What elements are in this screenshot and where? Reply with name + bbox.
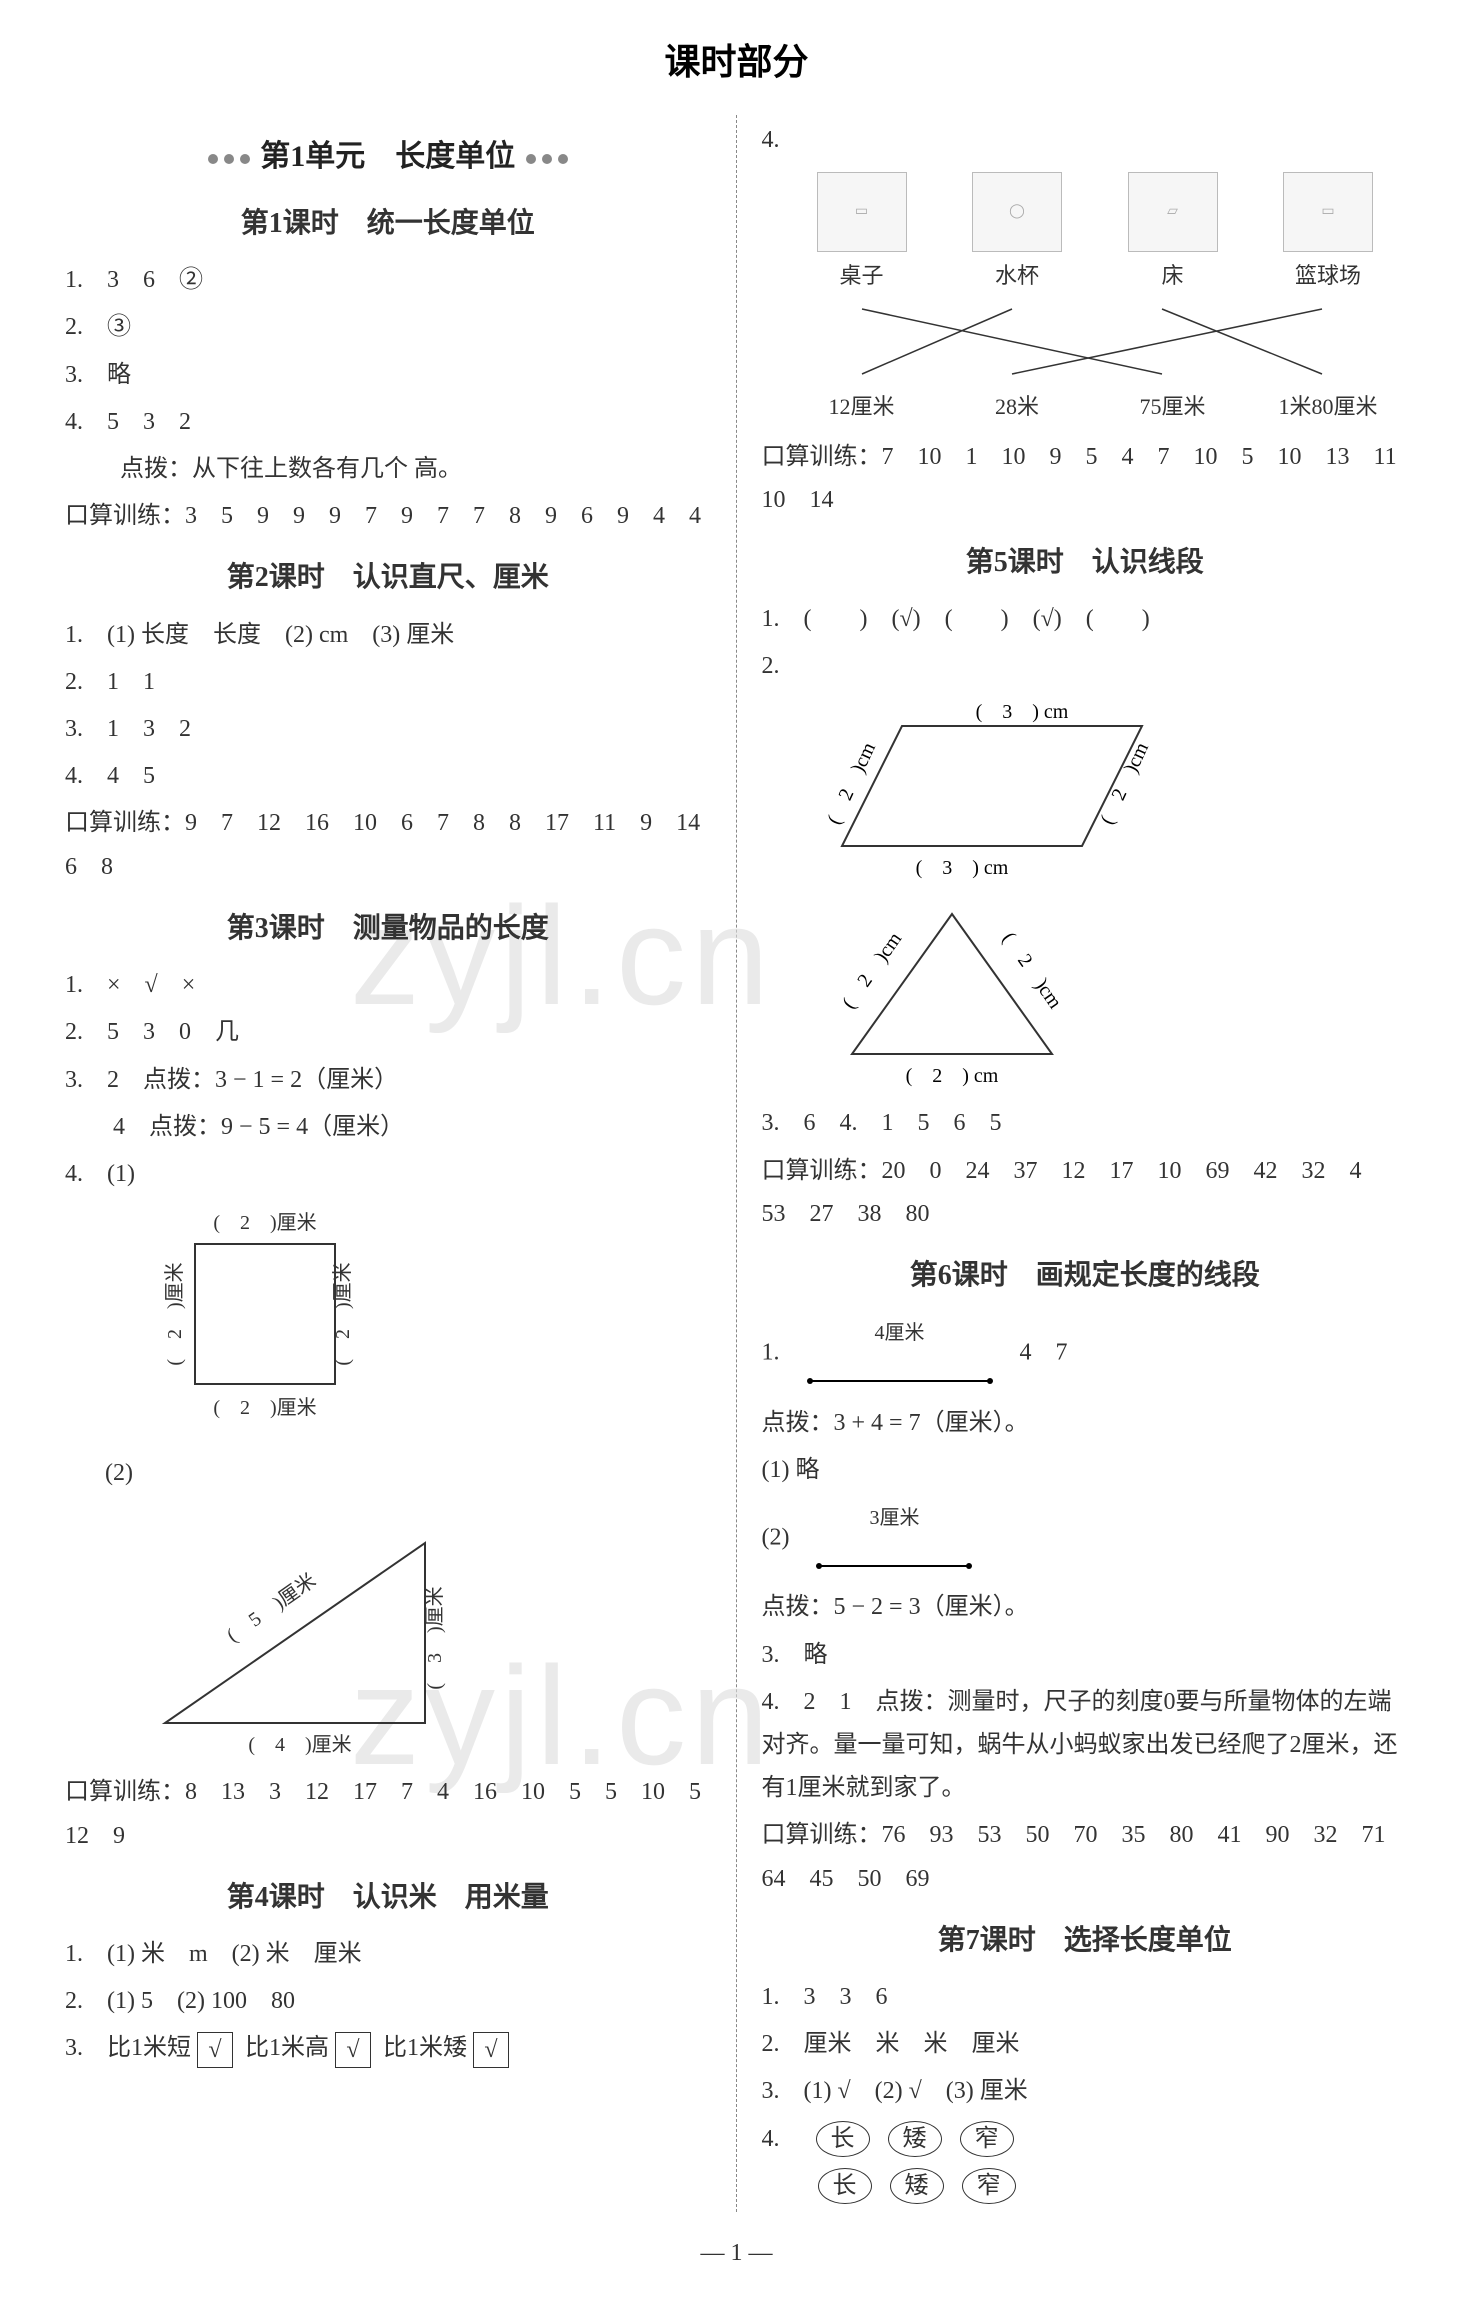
l4-q2: 2. (1) 5 (2) 100 80	[65, 1980, 711, 2023]
l7-q2: 2. 厘米 米 米 厘米	[762, 2023, 1409, 2066]
svg-text:( 2 )cm: ( 2 )cm	[997, 929, 1066, 1014]
unit-title: 第1单元 长度单位	[65, 130, 711, 184]
lesson4-title: 第4课时 认识米 用米量	[65, 1873, 711, 1923]
l3-q3a: 3. 2 点拨：3 − 1 = 2（厘米）	[65, 1059, 711, 1102]
svg-text:( 2 )cm: ( 2 )cm	[837, 928, 906, 1013]
l1-q3: 3. 略	[65, 354, 711, 397]
svg-text:( 5 )厘米: ( 5 )厘米	[222, 1569, 320, 1647]
matching-lines	[792, 304, 1392, 379]
l6-q4: 4. 2 1 点拨：测量时，尺子的刻度0要与所量物体的左端对齐。量一量可知，蜗牛…	[762, 1681, 1409, 1811]
l6-q3: 3. 略	[762, 1634, 1409, 1677]
l6-hint1: 点拨：3 + 4 = 7（厘米）。	[762, 1402, 1409, 1445]
l1-q2: 2. ③	[65, 306, 711, 349]
svg-text:( 2 )厘米: ( 2 )厘米	[213, 1396, 316, 1419]
court-icon: ▭	[1283, 172, 1373, 252]
l1-hint: 点拨：从下往上数各有几个 高。	[65, 448, 711, 491]
l7-q1: 1. 3 3 6	[762, 1976, 1409, 2019]
l1-q4: 4. 5 3 2	[65, 401, 711, 444]
l6-q2: (2) 3厘米	[762, 1496, 1409, 1582]
oval-label: 矮	[890, 2168, 944, 2204]
l2-train: 口算训练：9 7 12 16 10 6 7 8 8 17 11 9 14 6 8	[65, 802, 711, 888]
l4-q3: 3. 比1米短√ 比1米高√ 比1米矮√	[65, 2027, 711, 2070]
l3-q3b: 4 点拨：9 − 5 = 4（厘米）	[65, 1106, 711, 1149]
line-segment-3cm: 3厘米	[819, 1496, 969, 1582]
svg-text:( 3 )厘米: ( 3 )厘米	[423, 1587, 446, 1690]
svg-text:( 2 )厘米: ( 2 )厘米	[163, 1262, 186, 1365]
cup-icon: ◯	[972, 172, 1062, 252]
l6-train: 口算训练：76 93 53 50 70 35 80 41 90 32 71 64…	[762, 1814, 1409, 1900]
svg-text:( 4 )厘米: ( 4 )厘米	[248, 1733, 351, 1756]
svg-text:( 3 ) cm: ( 3 ) cm	[915, 857, 1008, 879]
parallelogram-figure: ( 3 ) cm ( 3 ) cm ( 2 )cm ( 2 )cm	[802, 696, 1222, 886]
l6-q1b: (1) 略	[762, 1449, 1409, 1492]
oval-label: 矮	[888, 2121, 942, 2157]
l3-train: 口算训练：8 13 3 12 17 7 4 16 10 5 5 10 5 12 …	[65, 1771, 711, 1857]
svg-text:( 2 )厘米: ( 2 )厘米	[331, 1262, 354, 1365]
lesson1-title: 第1课时 统一长度单位	[65, 199, 711, 249]
checkbox-icon: √	[473, 2032, 509, 2068]
right-column: 4. ▭桌子 ◯水杯 ▱床 ▭篮球场 12厘米 28米 75厘米 1米80厘米	[737, 115, 1434, 2212]
l7-q3: 3. (1) √ (2) √ (3) 厘米	[762, 2070, 1409, 2113]
l2-q3: 3. 1 3 2	[65, 708, 711, 751]
page-number: — 1 —	[40, 2232, 1433, 2275]
l7-q4-row1: 4. 长 矮 窄	[762, 2118, 1409, 2161]
unit-title-text: 第1单元 长度单位	[260, 140, 515, 173]
l4-q4-number: 4.	[762, 119, 1409, 162]
l5-q3: 3. 6 4. 1 5 6 5	[762, 1102, 1409, 1145]
matching-bottom-row: 12厘米 28米 75厘米 1米80厘米	[782, 387, 1409, 427]
svg-text:( 2 )cm: ( 2 )cm	[1096, 739, 1153, 828]
line-segment-4cm: 4厘米	[810, 1311, 990, 1397]
svg-text:( 2 )厘米: ( 2 )厘米	[213, 1211, 316, 1234]
l4-q1: 1. (1) 米 m (2) 米 厘米	[65, 1933, 711, 1976]
triangle-figure: ( 5 )厘米 ( 3 )厘米 ( 4 )厘米	[105, 1503, 525, 1763]
checkbox-icon: √	[335, 2032, 371, 2068]
l7-q4-row2: 长 矮 窄	[762, 2165, 1409, 2208]
oval-label: 窄	[960, 2121, 1014, 2157]
checkbox-icon: √	[197, 2032, 233, 2068]
l5-train: 口算训练：20 0 24 37 12 17 10 69 42 32 4 53 2…	[762, 1150, 1409, 1236]
l3-q4b: (2)	[65, 1452, 711, 1495]
bed-icon: ▱	[1128, 172, 1218, 252]
two-column-layout: 第1单元 长度单位 第1课时 统一长度单位 1. 3 6 ② 2. ③ 3. 略…	[40, 115, 1433, 2212]
l1-q1: 1. 3 6 ②	[65, 259, 711, 302]
lesson3-title: 第3课时 测量物品的长度	[65, 904, 711, 954]
lesson6-title: 第6课时 画规定长度的线段	[762, 1251, 1409, 1301]
svg-text:( 3 ) cm: ( 3 ) cm	[975, 701, 1068, 723]
l6-hint2: 点拨：5 − 2 = 3（厘米）。	[762, 1586, 1409, 1629]
page-title: 课时部分	[40, 30, 1433, 95]
oval-label: 长	[816, 2121, 870, 2157]
square-figure: ( 2 )厘米 ( 2 )厘米 ( 2 )厘米 ( 2 )厘米	[105, 1204, 425, 1444]
lesson2-title: 第2课时 认识直尺、厘米	[65, 553, 711, 603]
left-column: 第1单元 长度单位 第1课时 统一长度单位 1. 3 6 ② 2. ③ 3. 略…	[40, 115, 737, 2212]
lesson7-title: 第7课时 选择长度单位	[762, 1916, 1409, 1966]
table-icon: ▭	[817, 172, 907, 252]
l5-q2: 2.	[762, 645, 1409, 688]
l2-q1: 1. (1) 长度 长度 (2) cm (3) 厘米	[65, 614, 711, 657]
matching-figure: ▭桌子 ◯水杯 ▱床 ▭篮球场 12厘米 28米 75厘米 1米80厘米	[782, 172, 1409, 426]
triangle2-figure: ( 2 )cm ( 2 )cm ( 2 ) cm	[802, 894, 1122, 1094]
l3-q1: 1. × √ ×	[65, 964, 711, 1007]
l6-q1: 1. 4厘米 4 7	[762, 1311, 1409, 1397]
matching-top-row: ▭桌子 ◯水杯 ▱床 ▭篮球场	[782, 172, 1409, 296]
l5-q1: 1. ( ) (√) ( ) (√) ( )	[762, 598, 1409, 641]
l2-q2: 2. 1 1	[65, 661, 711, 704]
l3-q4a: 4. (1)	[65, 1153, 711, 1196]
svg-text:( 2 )cm: ( 2 )cm	[823, 739, 880, 828]
l3-q2: 2. 5 3 0 几	[65, 1011, 711, 1054]
l1-train: 口算训练：3 5 9 9 9 7 9 7 7 8 9 6 9 4 4	[65, 495, 711, 538]
lesson5-title: 第5课时 认识线段	[762, 538, 1409, 588]
svg-text:( 2 ) cm: ( 2 ) cm	[905, 1065, 998, 1087]
l2-q4: 4. 4 5	[65, 755, 711, 798]
oval-label: 长	[818, 2168, 872, 2204]
oval-label: 窄	[962, 2168, 1016, 2204]
l4-train: 口算训练：7 10 1 10 9 5 4 7 10 5 10 13 11 10 …	[762, 436, 1409, 522]
